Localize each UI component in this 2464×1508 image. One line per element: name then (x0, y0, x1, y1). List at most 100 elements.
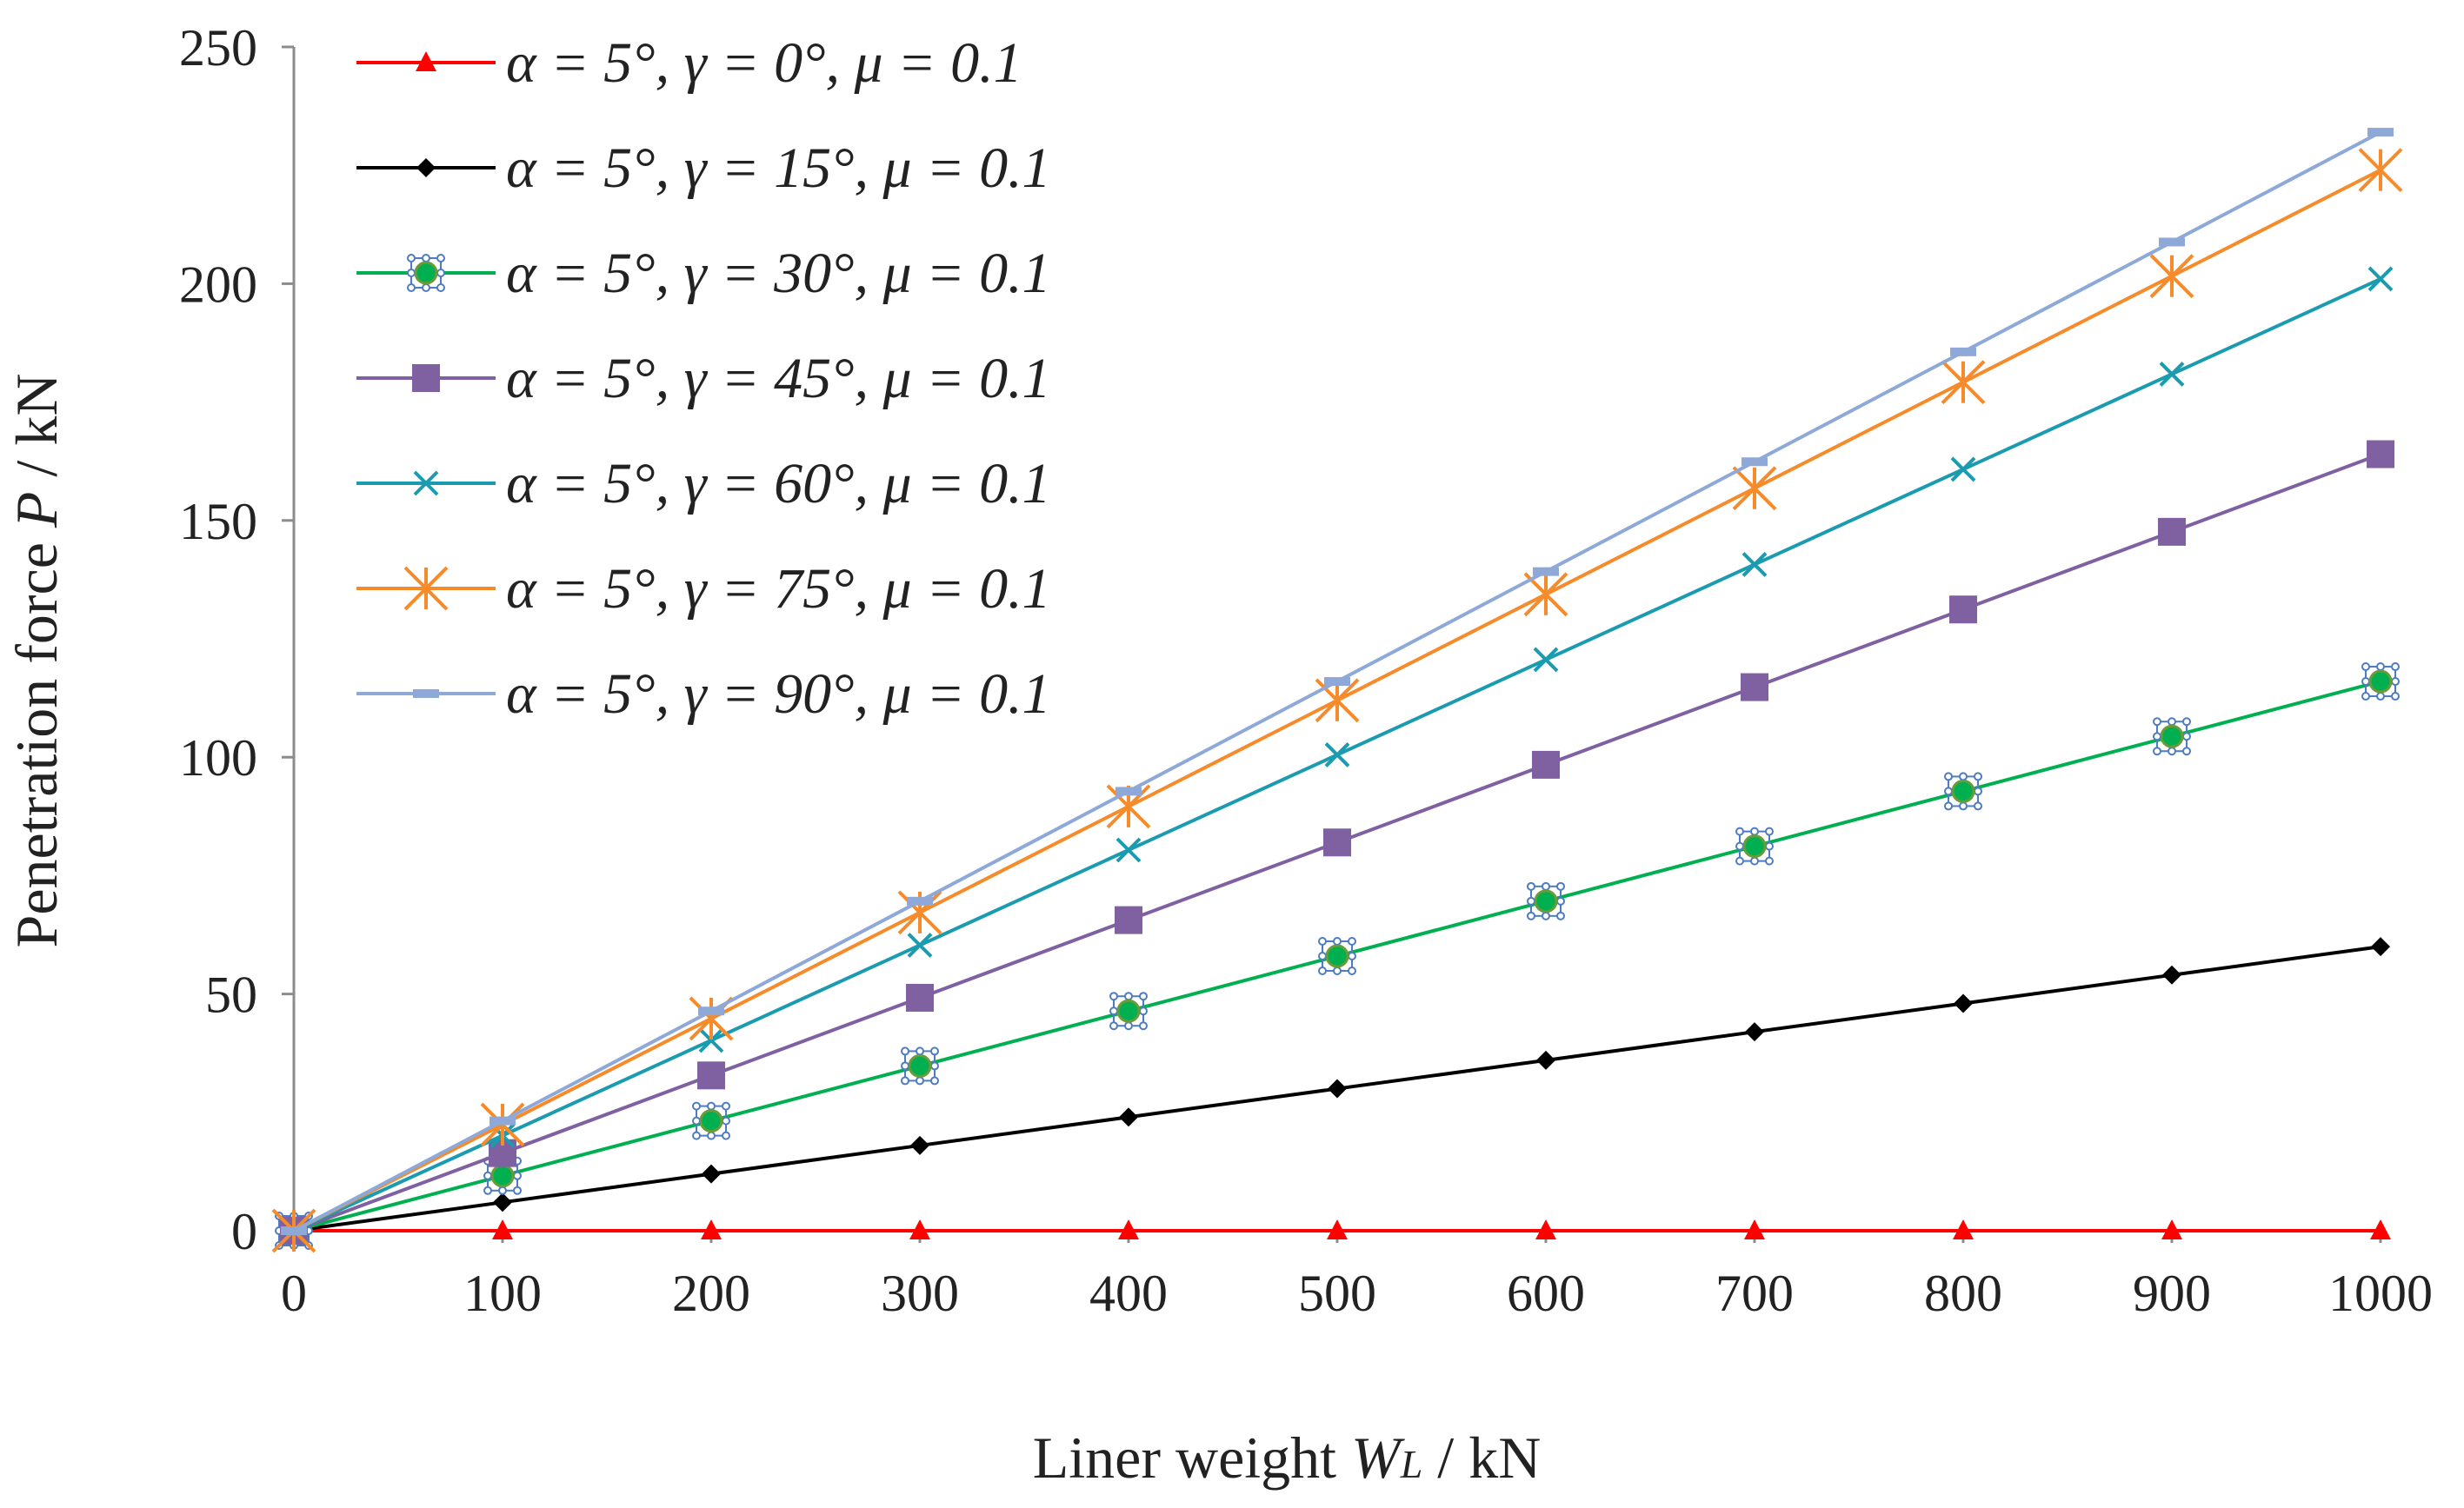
legend-label: α = 5°, γ = 45°, μ = 0.1 (506, 347, 1051, 410)
legend: α = 5°, γ = 0°, μ = 0.1 α = 5°, γ = 15°, … (356, 31, 1051, 726)
data-point (1318, 937, 1356, 976)
data-point (1741, 457, 1768, 467)
data-point (907, 933, 933, 958)
x-tick-label: 400 (1089, 1265, 1168, 1322)
data-point (907, 896, 933, 906)
series-0 (283, 1219, 2391, 1239)
y-tick-label: 100 (179, 729, 257, 787)
marker-handle (692, 1101, 701, 1111)
marker-handle (2391, 677, 2400, 687)
data-point (2371, 937, 2390, 957)
series-5 (271, 148, 2403, 1253)
data-point (1119, 1107, 1138, 1127)
data-point (1115, 906, 1142, 934)
x-tick-label: 800 (1924, 1265, 2002, 1322)
data-point (1732, 466, 1777, 511)
marker-handle (2153, 747, 2161, 756)
data-point (2367, 128, 2394, 137)
marker-dot (1742, 834, 1767, 859)
data-point (2158, 517, 2186, 546)
x-tick-label: 1000 (2328, 1265, 2433, 1322)
marker-handle (1348, 952, 1356, 961)
x-tick-label: 700 (1715, 1265, 1794, 1322)
data-point (1115, 787, 1142, 796)
marker-handle (2361, 677, 2370, 687)
marker-dot (2160, 724, 2184, 748)
data-point (698, 1006, 724, 1016)
data-point (2161, 1219, 2182, 1239)
legend-marker (403, 566, 449, 611)
data-point (1745, 1022, 1764, 1042)
marker-handle (1124, 992, 1133, 1001)
series-2 (275, 662, 2400, 1250)
marker-handle (1974, 801, 1982, 811)
marker-handle (1124, 1021, 1133, 1031)
x-tick-label: 600 (1507, 1265, 1585, 1322)
marker-handle (1974, 787, 1982, 796)
data-point (901, 1046, 939, 1086)
data-point (1944, 772, 1982, 811)
data-point (1735, 827, 1774, 866)
data-point (2367, 266, 2394, 292)
x-tick-label: 500 (1298, 1265, 1376, 1322)
marker-handle (930, 1061, 939, 1071)
marker-handle (722, 1101, 730, 1111)
data-point (1315, 678, 1360, 723)
marker-handle (1556, 896, 1565, 906)
y-tick-label: 200 (179, 256, 257, 313)
marker-handle (1527, 911, 1535, 920)
marker-handle (1542, 911, 1550, 920)
marker-handle (1765, 841, 1774, 851)
marker-handle (422, 283, 430, 292)
marker-handle (1109, 1006, 1118, 1016)
marker-dot (1534, 889, 1558, 913)
legend-marker (413, 470, 439, 496)
marker-handle (1527, 896, 1535, 906)
marker-handle (901, 1061, 909, 1071)
marker-handle (407, 254, 416, 262)
marker-handle (2153, 717, 2161, 727)
data-point (2361, 662, 2400, 701)
series-layer (271, 128, 2403, 1253)
data-point (1949, 595, 1977, 624)
marker-handle (2391, 692, 2400, 701)
data-point (1950, 347, 1976, 356)
y-tick-label: 50 (205, 967, 257, 1024)
x-tick-label: 100 (463, 1265, 542, 1322)
marker-handle (692, 1116, 701, 1126)
marker-stroke (1950, 456, 1976, 482)
x-tick-label: 300 (881, 1265, 959, 1322)
marker-handle (1527, 881, 1535, 891)
marker-handle (1556, 881, 1565, 891)
data-point (697, 1061, 725, 1090)
data-point (909, 1219, 930, 1239)
marker-stroke (1324, 742, 1350, 767)
marker-handle (1318, 937, 1327, 947)
marker-handle (483, 1171, 492, 1180)
marker-handle (407, 283, 416, 292)
data-point (281, 1226, 307, 1235)
marker-handle (1959, 801, 1968, 811)
marker-handle (498, 1186, 507, 1195)
marker-handle (722, 1116, 730, 1126)
data-point (1941, 360, 1986, 405)
data-point (1115, 837, 1142, 863)
marker-handle (916, 1076, 924, 1086)
marker-dot (699, 1109, 723, 1133)
marker-handle (1318, 952, 1327, 961)
marker-handle (1139, 992, 1148, 1001)
data-point (1323, 828, 1351, 857)
marker-stroke (1741, 552, 1768, 577)
marker-handle (1750, 827, 1759, 836)
marker-handle (2168, 747, 2176, 756)
data-point (910, 1135, 929, 1155)
marker-handle (1109, 1021, 1118, 1031)
x-axis-title: Liner weight WL / kN (1033, 1425, 1542, 1491)
legend-marker (413, 689, 439, 698)
marker-stroke (698, 1027, 724, 1053)
axes: 0 50 100 150 200 250 0 100 200 300 400 500 600 700 800… (179, 19, 2433, 1322)
data-point (492, 1219, 513, 1239)
marker-handle (2168, 717, 2176, 727)
legend-entry: α = 5°, γ = 60°, μ = 0.1 (356, 452, 1051, 515)
marker-handle (1944, 801, 1953, 811)
